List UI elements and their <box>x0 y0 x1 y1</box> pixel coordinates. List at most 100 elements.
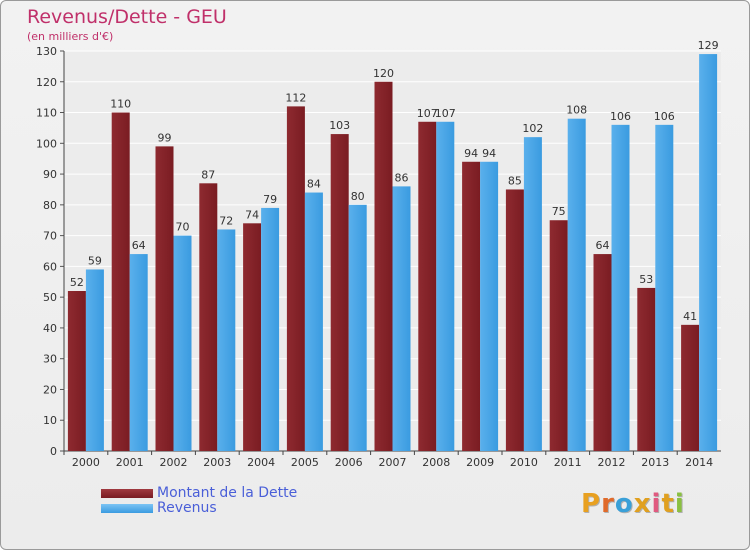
chart-title: Revenus/Dette - GEU <box>27 6 227 28</box>
logo-letter: P <box>581 489 602 519</box>
data-label-dette: 74 <box>245 208 259 221</box>
bar-revenus <box>699 54 718 451</box>
data-label-dette: 107 <box>417 107 438 120</box>
x-tick-label: 2014 <box>685 456 713 469</box>
data-label-dette: 120 <box>373 67 394 80</box>
data-label-dette: 94 <box>464 147 478 160</box>
bar-dette <box>505 189 524 451</box>
data-label-revenus: 129 <box>698 39 719 52</box>
bar-dette <box>549 220 568 451</box>
data-label-revenus: 64 <box>132 239 146 252</box>
bar-revenus <box>173 235 192 451</box>
legend-label-revenus: Revenus <box>157 500 217 516</box>
x-tick-label: 2010 <box>510 456 538 469</box>
x-tick-label: 2013 <box>641 456 669 469</box>
data-label-dette: 99 <box>158 131 172 144</box>
y-tick-label: 0 <box>50 445 57 458</box>
data-label-dette: 87 <box>201 168 215 181</box>
bar-revenus <box>304 192 323 452</box>
y-tick-label: 20 <box>43 383 57 396</box>
bar-revenus <box>480 161 499 451</box>
y-tick-label: 80 <box>43 199 57 212</box>
bar-dette <box>199 183 218 452</box>
bar-dette <box>593 254 612 451</box>
bar-revenus <box>436 121 455 452</box>
legend-swatch-revenus <box>101 504 153 513</box>
logo-letter: i <box>651 489 662 519</box>
y-tick-label: 40 <box>43 322 57 335</box>
logo-letter: t <box>661 489 675 519</box>
data-label-revenus: 107 <box>435 107 456 120</box>
x-tick-label: 2006 <box>335 456 363 469</box>
data-label-revenus: 106 <box>654 110 675 123</box>
y-tick-label: 110 <box>36 107 57 120</box>
data-label-revenus: 108 <box>566 104 587 117</box>
bar-dette <box>111 112 130 452</box>
data-label-dette: 53 <box>639 273 653 286</box>
bar-revenus <box>655 124 674 451</box>
y-tick-label: 60 <box>43 260 57 273</box>
x-tick-label: 2011 <box>554 456 582 469</box>
data-label-revenus: 84 <box>307 178 321 191</box>
y-tick-label: 90 <box>43 168 57 181</box>
chart-subtitle: (en milliers d'€) <box>27 30 114 43</box>
bar-dette <box>462 161 481 451</box>
data-label-dette: 52 <box>70 276 84 289</box>
data-label-dette: 64 <box>596 239 610 252</box>
y-tick-label: 70 <box>43 230 57 243</box>
x-tick-label: 2012 <box>598 456 626 469</box>
proxiti-logo: Proxiti <box>581 489 685 519</box>
bar-revenus <box>611 124 630 451</box>
bar-revenus <box>523 137 542 451</box>
bar-dette <box>155 146 174 451</box>
bar-dette <box>637 287 656 451</box>
y-tick-label: 50 <box>43 291 57 304</box>
legend-label-dette: Montant de la Dette <box>157 485 298 501</box>
data-label-revenus: 72 <box>219 214 233 227</box>
data-label-revenus: 59 <box>88 254 102 267</box>
data-label-revenus: 80 <box>351 190 365 203</box>
data-label-revenus: 86 <box>395 171 409 184</box>
x-tick-label: 2002 <box>160 456 188 469</box>
bar-revenus <box>348 204 367 451</box>
x-tick-label: 2008 <box>422 456 450 469</box>
x-tick-label: 2005 <box>291 456 319 469</box>
data-label-revenus: 102 <box>522 122 543 135</box>
data-label-revenus: 106 <box>610 110 631 123</box>
bar-revenus <box>567 118 586 451</box>
x-tick-label: 2004 <box>247 456 275 469</box>
data-label-dette: 41 <box>683 310 697 323</box>
data-label-dette: 110 <box>110 98 131 111</box>
x-tick-label: 2009 <box>466 456 494 469</box>
y-tick-label: 30 <box>43 353 57 366</box>
y-tick-label: 100 <box>36 137 57 150</box>
bar-dette <box>330 134 349 452</box>
bar-revenus <box>85 269 104 451</box>
bar-dette <box>286 106 305 451</box>
y-tick-label: 130 <box>36 45 57 58</box>
bar-dette <box>374 81 393 452</box>
logo-letter: r <box>601 489 615 519</box>
y-tick-label: 120 <box>36 76 57 89</box>
data-label-dette: 112 <box>285 91 306 104</box>
bar-revenus <box>129 254 148 451</box>
bar-dette <box>243 223 262 451</box>
y-tick-label: 10 <box>43 414 57 427</box>
bar-dette <box>67 291 86 451</box>
x-tick-label: 2007 <box>379 456 407 469</box>
data-label-dette: 75 <box>552 205 566 218</box>
bar-revenus <box>217 229 236 451</box>
bar-revenus <box>261 207 280 451</box>
data-label-revenus: 94 <box>482 147 496 160</box>
data-label-revenus: 79 <box>263 193 277 206</box>
x-tick-label: 2003 <box>203 456 231 469</box>
data-label-dette: 85 <box>508 174 522 187</box>
data-label-dette: 103 <box>329 119 350 132</box>
data-label-revenus: 70 <box>176 221 190 234</box>
logo-letter: i <box>674 489 685 519</box>
legend-swatch-dette <box>101 489 153 498</box>
logo-letter: o <box>614 489 634 519</box>
x-tick-label: 2001 <box>116 456 144 469</box>
